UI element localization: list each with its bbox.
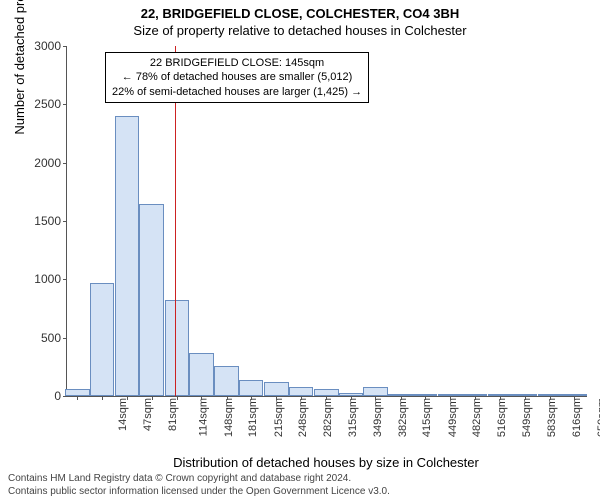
x-tick-label: 148sqm	[221, 398, 235, 437]
x-tick-mark	[102, 396, 103, 400]
x-tick-mark	[227, 396, 228, 400]
footer-line-1: Contains HM Land Registry data © Crown c…	[8, 473, 390, 486]
histogram-bar	[488, 394, 513, 396]
x-tick-label: 482sqm	[469, 398, 483, 437]
x-tick-label: 315sqm	[345, 398, 359, 437]
x-tick-label: 81sqm	[165, 398, 179, 431]
x-tick-mark	[326, 396, 327, 400]
x-tick-mark	[351, 396, 352, 400]
histogram-bar	[538, 394, 563, 396]
x-tick-mark	[251, 396, 252, 400]
histogram-bar	[214, 366, 239, 396]
annotation-line-2: ← 78% of detached houses are smaller (5,…	[112, 70, 362, 84]
x-tick-label: 215sqm	[271, 398, 285, 437]
histogram-bar	[388, 394, 413, 396]
x-tick-label: 616sqm	[569, 398, 583, 437]
histogram-bar	[562, 394, 587, 396]
histogram-bar	[189, 353, 214, 396]
x-tick-mark	[401, 396, 402, 400]
annotation-line-1: 22 BRIDGEFIELD CLOSE: 145sqm	[112, 56, 362, 70]
x-tick-label: 14sqm	[115, 398, 129, 431]
x-tick-mark	[301, 396, 302, 400]
footer-attribution: Contains HM Land Registry data © Crown c…	[8, 473, 390, 498]
x-tick-mark	[201, 396, 202, 400]
y-axis-label: Number of detached properties	[12, 0, 27, 220]
y-tick-label: 1500	[34, 214, 67, 228]
histogram-bar	[463, 394, 488, 396]
x-tick-mark	[525, 396, 526, 400]
x-tick-mark	[425, 396, 426, 400]
x-tick-mark	[375, 396, 376, 400]
y-tick-label: 2500	[34, 97, 67, 111]
histogram-bar	[438, 394, 463, 396]
histogram-bar	[165, 300, 190, 396]
x-tick-mark	[127, 396, 128, 400]
chart-container: 22, BRIDGEFIELD CLOSE, COLCHESTER, CO4 3…	[0, 0, 600, 500]
x-tick-label: 449sqm	[445, 398, 459, 437]
x-tick-label: 516sqm	[494, 398, 508, 437]
histogram-bar	[264, 382, 289, 396]
x-tick-mark	[574, 396, 575, 400]
y-tick-label: 2000	[34, 156, 67, 170]
x-tick-mark	[500, 396, 501, 400]
x-tick-label: 181sqm	[246, 398, 260, 437]
x-tick-mark	[177, 396, 178, 400]
x-tick-mark	[550, 396, 551, 400]
x-tick-label: 415sqm	[419, 398, 433, 437]
x-tick-label: 248sqm	[295, 398, 309, 437]
plot-area: 05001000150020002500300014sqm47sqm81sqm1…	[66, 46, 587, 397]
histogram-bar	[139, 204, 164, 397]
annotation-line-3: 22% of semi-detached houses are larger (…	[112, 85, 362, 99]
histogram-bar	[512, 394, 537, 396]
y-tick-label: 1000	[34, 272, 67, 286]
histogram-bar	[413, 394, 438, 396]
x-tick-label: 47sqm	[140, 398, 154, 431]
x-tick-label: 650sqm	[594, 398, 600, 437]
histogram-bar	[65, 389, 90, 396]
histogram-bar	[115, 116, 140, 396]
x-tick-label: 549sqm	[519, 398, 533, 437]
histogram-bar	[289, 387, 314, 396]
chart-title: 22, BRIDGEFIELD CLOSE, COLCHESTER, CO4 3…	[0, 0, 600, 21]
histogram-bar	[363, 387, 388, 396]
y-tick-label: 3000	[34, 39, 67, 53]
x-tick-label: 583sqm	[544, 398, 558, 437]
x-tick-mark	[77, 396, 78, 400]
x-axis-label: Distribution of detached houses by size …	[66, 455, 586, 470]
x-tick-label: 382sqm	[395, 398, 409, 437]
annotation-box: 22 BRIDGEFIELD CLOSE: 145sqm ← 78% of de…	[105, 52, 369, 103]
x-tick-mark	[276, 396, 277, 400]
histogram-bar	[239, 380, 264, 396]
x-tick-label: 282sqm	[321, 398, 335, 437]
x-tick-label: 114sqm	[195, 398, 209, 436]
y-tick-label: 500	[41, 331, 67, 345]
x-tick-mark	[450, 396, 451, 400]
histogram-bar	[90, 283, 115, 396]
x-tick-label: 349sqm	[370, 398, 384, 437]
histogram-bar	[314, 389, 339, 396]
x-tick-mark	[475, 396, 476, 400]
footer-line-2: Contains public sector information licen…	[8, 486, 390, 499]
histogram-bar	[339, 393, 364, 397]
chart-subtitle: Size of property relative to detached ho…	[0, 21, 600, 42]
x-tick-mark	[152, 396, 153, 400]
